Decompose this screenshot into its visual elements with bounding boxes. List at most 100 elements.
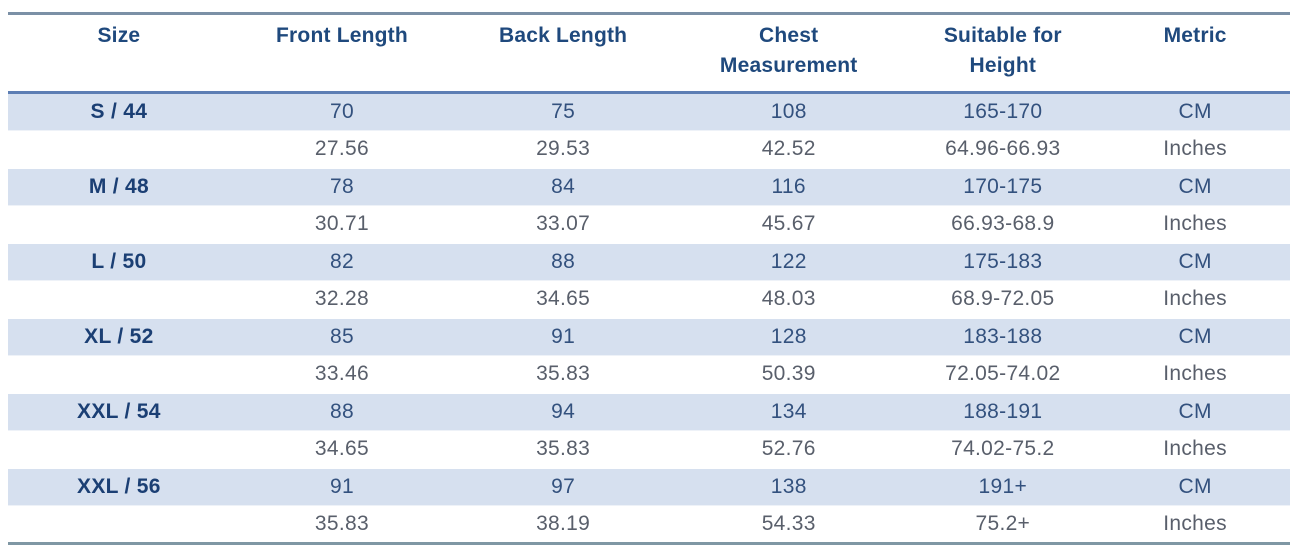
cell-back-length: 33.07 bbox=[454, 205, 673, 243]
cell-size: XXL / 54 bbox=[8, 392, 230, 431]
cell-back-length: 35.83 bbox=[454, 355, 673, 393]
cell-front-length: 82 bbox=[229, 242, 455, 281]
cell-front-length: 78 bbox=[229, 167, 455, 206]
cell-metric: CM bbox=[1100, 167, 1290, 206]
cell-size bbox=[8, 505, 230, 544]
cell-back-length: 91 bbox=[454, 317, 673, 356]
table-row: S / 44 70 75 108 165-170 CM bbox=[8, 91, 1290, 131]
cell-size bbox=[8, 130, 230, 168]
table-row: L / 50 82 88 122 175-183 CM bbox=[8, 242, 1290, 281]
table-row: 27.56 29.53 42.52 64.96-66.93 Inches bbox=[8, 130, 1290, 168]
cell-back-length: 29.53 bbox=[454, 130, 673, 168]
cell-metric: Inches bbox=[1100, 430, 1290, 468]
cell-size bbox=[8, 430, 230, 468]
column-header-line: Size bbox=[97, 24, 141, 47]
table-row: 32.28 34.65 48.03 68.9-72.05 Inches bbox=[8, 280, 1290, 318]
column-header-line: Suitable for bbox=[943, 24, 1062, 47]
cell-metric: Inches bbox=[1100, 130, 1290, 168]
column-header-line: Back Length bbox=[498, 24, 628, 47]
cell-height: 183-188 bbox=[905, 317, 1101, 356]
cell-size: XXL / 56 bbox=[8, 467, 230, 506]
cell-metric: Inches bbox=[1100, 205, 1290, 243]
cell-front-length: 70 bbox=[229, 91, 455, 131]
cell-back-length: 34.65 bbox=[454, 280, 673, 318]
cell-front-length: 91 bbox=[229, 467, 455, 506]
cell-height: 170-175 bbox=[905, 167, 1101, 206]
cell-back-length: 97 bbox=[454, 467, 673, 506]
cell-front-length: 30.71 bbox=[229, 205, 455, 243]
cell-chest: 42.52 bbox=[672, 130, 906, 168]
cell-chest: 122 bbox=[672, 242, 906, 281]
cell-front-length: 85 bbox=[229, 317, 455, 356]
cell-size: S / 44 bbox=[8, 91, 230, 131]
cell-front-length: 33.46 bbox=[229, 355, 455, 393]
table-row: 33.46 35.83 50.39 72.05-74.02 Inches bbox=[8, 355, 1290, 393]
cell-metric: Inches bbox=[1100, 505, 1290, 544]
column-header-line: Front Length bbox=[276, 24, 408, 47]
cell-back-length: 84 bbox=[454, 167, 673, 206]
cell-back-length: 88 bbox=[454, 242, 673, 281]
column-header-line: Height bbox=[969, 54, 1037, 77]
cell-height: 68.9-72.05 bbox=[905, 280, 1101, 318]
cell-chest: 138 bbox=[672, 467, 906, 506]
column-header-metric: Metric bbox=[1100, 13, 1290, 93]
cell-chest: 52.76 bbox=[672, 430, 906, 468]
cell-height: 74.02-75.2 bbox=[905, 430, 1101, 468]
cell-metric: CM bbox=[1100, 467, 1290, 506]
cell-chest: 128 bbox=[672, 317, 906, 356]
cell-chest: 108 bbox=[672, 91, 906, 131]
cell-metric: Inches bbox=[1100, 355, 1290, 393]
cell-size bbox=[8, 355, 230, 393]
cell-size: M / 48 bbox=[8, 167, 230, 206]
cell-chest: 134 bbox=[672, 392, 906, 431]
cell-height: 175-183 bbox=[905, 242, 1101, 281]
cell-chest: 45.67 bbox=[672, 205, 906, 243]
cell-back-length: 35.83 bbox=[454, 430, 673, 468]
cell-metric: CM bbox=[1100, 91, 1290, 131]
cell-back-length: 94 bbox=[454, 392, 673, 431]
cell-height: 188-191 bbox=[905, 392, 1101, 431]
cell-size bbox=[8, 205, 230, 243]
cell-height: 75.2+ bbox=[905, 505, 1101, 544]
column-header-line: Metric bbox=[1163, 24, 1227, 47]
size-table-header: Size Front Length Back Length Chest Measurem… bbox=[8, 13, 1290, 93]
cell-chest: 50.39 bbox=[672, 355, 906, 393]
table-row: 34.65 35.83 52.76 74.02-75.2 Inches bbox=[8, 430, 1290, 468]
cell-chest: 54.33 bbox=[672, 505, 906, 544]
cell-height: 64.96-66.93 bbox=[905, 130, 1101, 168]
column-header-height: Suitable for Height bbox=[905, 13, 1101, 93]
table-row: XXL / 56 91 97 138 191+ CM bbox=[8, 467, 1290, 506]
cell-front-length: 34.65 bbox=[229, 430, 455, 468]
table-row: 30.71 33.07 45.67 66.93-68.9 Inches bbox=[8, 205, 1290, 243]
cell-size bbox=[8, 280, 230, 318]
cell-chest: 116 bbox=[672, 167, 906, 206]
cell-height: 66.93-68.9 bbox=[905, 205, 1101, 243]
size-chart: Size Front Length Back Length Chest Measurem… bbox=[8, 12, 1290, 545]
cell-height: 72.05-74.02 bbox=[905, 355, 1101, 393]
cell-metric: CM bbox=[1100, 392, 1290, 431]
cell-height: 165-170 bbox=[905, 91, 1101, 131]
table-row: XXL / 54 88 94 134 188-191 CM bbox=[8, 392, 1290, 431]
column-header-size: Size bbox=[8, 13, 230, 93]
cell-front-length: 35.83 bbox=[229, 505, 455, 544]
header-row: Size Front Length Back Length Chest Measurem… bbox=[8, 13, 1290, 93]
table-row: XL / 52 85 91 128 183-188 CM bbox=[8, 317, 1290, 356]
column-header-front-length: Front Length bbox=[229, 13, 455, 93]
cell-height: 191+ bbox=[905, 467, 1101, 506]
column-header-line: Chest bbox=[759, 24, 819, 47]
cell-chest: 48.03 bbox=[672, 280, 906, 318]
cell-front-length: 32.28 bbox=[229, 280, 455, 318]
column-header-back-length: Back Length bbox=[454, 13, 673, 93]
size-table: Size Front Length Back Length Chest Measurem… bbox=[8, 12, 1290, 545]
cell-metric: CM bbox=[1100, 317, 1290, 356]
column-header-line: Measurement bbox=[719, 54, 858, 77]
cell-metric: Inches bbox=[1100, 280, 1290, 318]
size-table-body: S / 44 70 75 108 165-170 CM 27.56 29.53 42.52 64.… bbox=[8, 91, 1290, 544]
cell-back-length: 38.19 bbox=[454, 505, 673, 544]
cell-size: L / 50 bbox=[8, 242, 230, 281]
cell-metric: CM bbox=[1100, 242, 1290, 281]
cell-size: XL / 52 bbox=[8, 317, 230, 356]
cell-back-length: 75 bbox=[454, 91, 673, 131]
table-row: 35.83 38.19 54.33 75.2+ Inches bbox=[8, 505, 1290, 544]
column-header-chest: Chest Measurement bbox=[672, 13, 906, 93]
